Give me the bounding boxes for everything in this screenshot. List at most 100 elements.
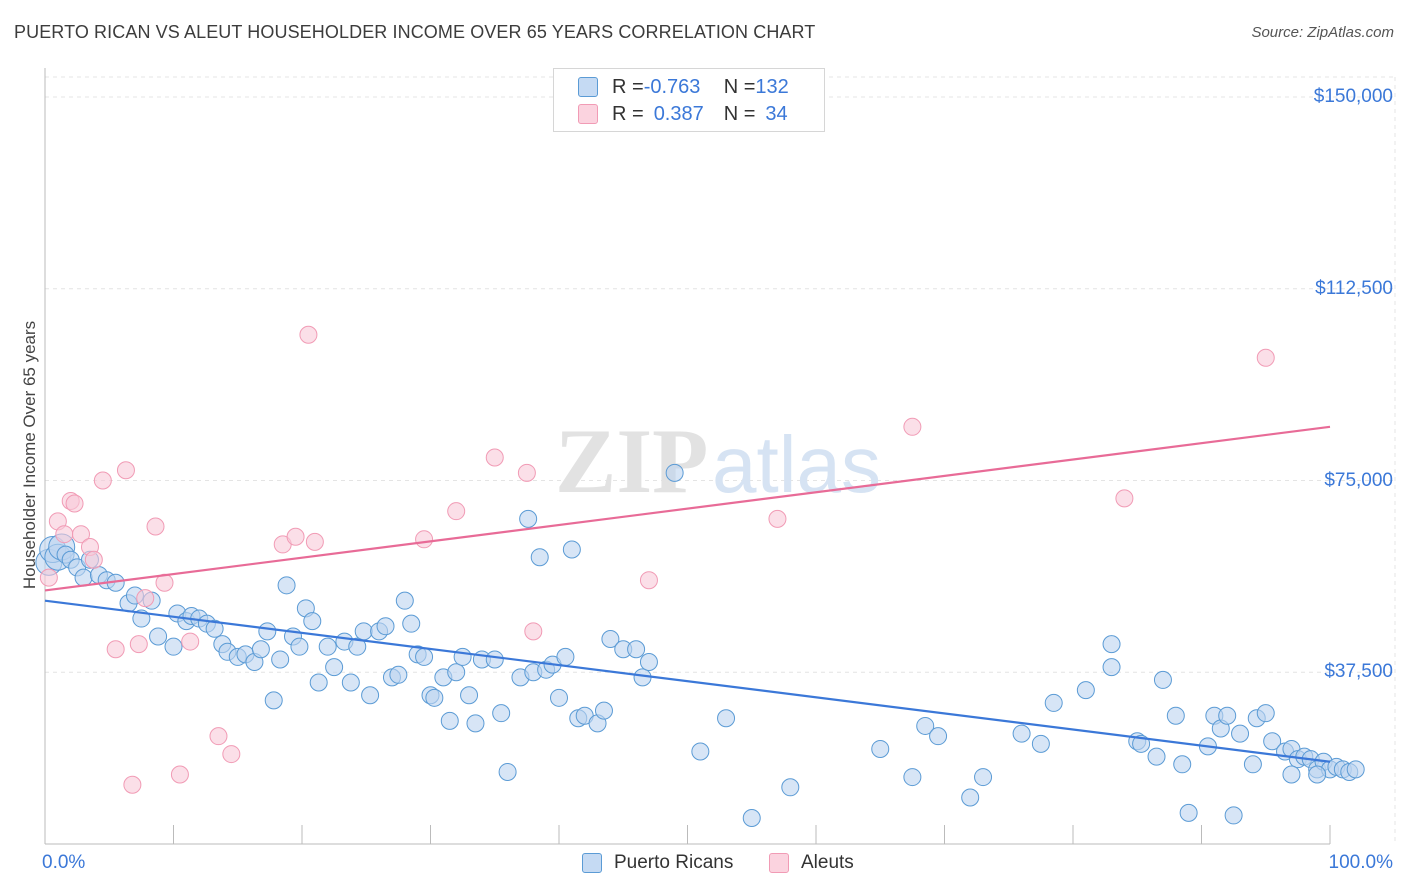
data-point [1308, 765, 1327, 784]
data-point [389, 665, 408, 684]
data-point [1179, 803, 1198, 822]
axes [44, 68, 1331, 845]
data-point [1076, 681, 1095, 700]
data-point [742, 808, 761, 827]
data-point [1044, 693, 1063, 712]
data-point [181, 632, 200, 651]
data-point [665, 463, 684, 482]
data-point [1256, 348, 1275, 367]
data-point [1218, 706, 1237, 725]
data-point [974, 768, 993, 787]
data-point [627, 640, 646, 659]
data-point [146, 517, 165, 536]
legend-r-label: R = [612, 75, 644, 98]
data-point [164, 637, 183, 656]
data-point [170, 765, 189, 784]
legend-row-aleuts: R = 0.387 N = 34 [578, 102, 788, 126]
data-point [530, 548, 549, 567]
data-point [149, 627, 168, 646]
watermark-zip: ZIP [555, 410, 708, 512]
data-point [264, 691, 283, 710]
data-point [271, 650, 290, 669]
data-point [929, 727, 948, 746]
data-point [1231, 724, 1250, 743]
x-tick-label-max: 100.0% [1328, 852, 1393, 873]
legend-row-puerto-ricans: R = -0.763 N = 132 [578, 75, 789, 99]
watermark: ZIP atlas [555, 410, 881, 512]
data-point [556, 647, 575, 666]
correlation-legend: R = -0.763 N = 132 R = 0.387 N = 34 [553, 68, 825, 132]
data-point [93, 471, 112, 490]
data-point [258, 622, 277, 641]
data-point [498, 762, 517, 781]
data-point [1102, 635, 1121, 654]
data-point [1243, 755, 1262, 774]
series-aleuts [39, 325, 1275, 794]
data-point [781, 778, 800, 797]
data-point [277, 576, 296, 595]
data-point [485, 650, 504, 669]
trend-lines [44, 425, 1331, 763]
data-point [1147, 747, 1166, 766]
data-point [440, 711, 459, 730]
data-point [402, 614, 421, 633]
data-point [205, 619, 224, 638]
trend-line [44, 599, 1331, 763]
data-point [871, 739, 890, 758]
data-point [39, 568, 58, 587]
data-point [65, 494, 84, 513]
bottom-legend-swatch-aleuts [769, 853, 789, 873]
data-point [447, 502, 466, 521]
data-point [447, 663, 466, 682]
bottom-legend-puerto-ricans: Puerto Ricans [582, 852, 733, 874]
data-point [74, 568, 93, 587]
data-point [222, 745, 241, 764]
data-point [348, 637, 367, 656]
data-point [594, 701, 613, 720]
data-point [519, 509, 538, 528]
legend-n-value: 132 [755, 75, 789, 98]
data-point [903, 417, 922, 436]
data-point [1224, 806, 1243, 825]
data-point [1115, 489, 1134, 508]
bottom-legend-aleuts: Aleuts [769, 852, 854, 874]
legend-n-value: 34 [765, 102, 788, 125]
data-point [55, 525, 74, 544]
y-tick-label: $37,500 [1324, 661, 1393, 683]
data-point [1263, 732, 1282, 751]
data-point [903, 768, 922, 787]
data-point [453, 647, 472, 666]
data-point [601, 630, 620, 649]
data-point [303, 612, 322, 631]
data-point [318, 637, 337, 656]
data-point [1346, 760, 1365, 779]
data-point [517, 463, 536, 482]
bottom-legend-swatch-puerto-ricans [582, 853, 602, 873]
data-point [485, 448, 504, 467]
data-point [251, 640, 270, 659]
legend-n-label: N = [723, 102, 756, 125]
data-point [341, 673, 360, 692]
legend-swatch-puerto-ricans [578, 77, 598, 97]
data-point [305, 532, 324, 551]
data-point [290, 637, 309, 656]
data-point [916, 716, 935, 735]
data-point [562, 540, 581, 559]
data-point [1166, 706, 1185, 725]
data-point [354, 622, 373, 641]
data-point [1031, 734, 1050, 753]
data-point [1153, 670, 1172, 689]
data-point [1256, 704, 1275, 723]
data-point [492, 704, 511, 723]
data-point [460, 686, 479, 705]
data-point [466, 714, 485, 733]
data-point [106, 640, 125, 659]
data-point [116, 461, 135, 480]
data-point [1102, 658, 1121, 677]
data-point [415, 530, 434, 549]
data-point [376, 617, 395, 636]
data-point [1012, 724, 1031, 743]
y-tick-label: $112,500 [1315, 277, 1393, 299]
data-point [286, 527, 305, 546]
